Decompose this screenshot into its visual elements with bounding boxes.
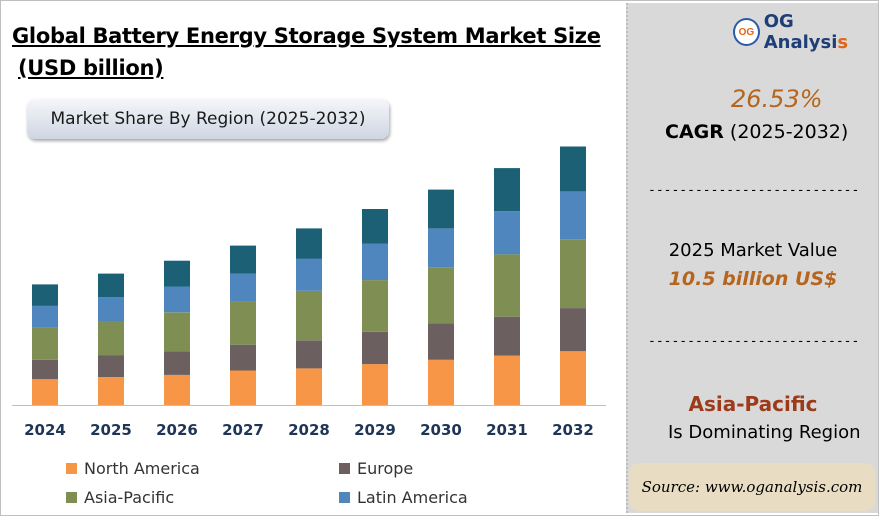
legend-item: Asia-Pacific [66,488,174,507]
market-value-label: 2025 Market Value [668,240,838,261]
bar-segment [32,305,58,328]
bar-segment [362,364,388,405]
legend-swatch [339,492,350,503]
cagr-label-bold: CAGR [665,121,724,143]
legend-label: Asia-Pacific [84,488,175,507]
chart-title-line1: Global Battery Energy Storage System Mar… [12,24,601,48]
chart-title-line2: (USD billion) [18,56,164,80]
stacked-bar-chart: 2024 2025 2026 2027 2028 2029 2030 2031 2032 [12,146,606,439]
market-value: 10.5 billion US$ [668,268,838,290]
cagr-label-period: (2025-2032) [729,121,849,143]
bar-segment [362,243,388,281]
bar-segment [494,355,520,405]
bar-segment [230,301,256,345]
bar-segment [560,351,586,405]
x-tick-label: 2029 [354,421,396,439]
bar-segment [494,254,520,317]
legend-item: Latin America [339,488,468,507]
divider-2: --------------------------- [648,334,858,349]
x-tick-label: 2026 [156,421,198,439]
bar-segment [164,312,190,352]
x-tick-label: 2024 [24,421,66,439]
bar-segment [296,228,322,259]
bar-segment [230,370,256,405]
chart-title: Global Battery Energy Storage System Mar… [12,20,612,84]
bar-segment [98,355,124,377]
bar-segment [98,273,124,298]
legend-swatch [66,492,77,503]
dominating-region-label: Is Dominating Region [668,422,861,443]
cagr-label: CAGR (2025-2032) [665,121,848,143]
bar-segment [32,359,58,380]
legend-label: Latin America [357,488,468,507]
bar-segment [32,327,58,360]
bar-segment [560,308,586,352]
x-tick-label: 2032 [552,421,594,439]
bar-segment [164,351,190,375]
x-tick-label: 2031 [486,421,528,439]
bar-segment [428,267,454,324]
bar-segment [98,321,124,356]
bar-segment [494,168,520,212]
bar-segment [164,260,190,287]
x-tick-label: 2028 [288,421,330,439]
bar-segment [428,359,454,405]
bar-segment [164,286,190,313]
bar-segment [428,189,454,229]
bar-segment [428,228,454,268]
bar-segment [362,280,388,332]
bar-segment [230,344,256,371]
bar-segment [230,273,256,302]
legend-label: North America [84,459,200,478]
bar-segment [296,290,322,341]
logo-text-main: OG Analysi [763,11,838,53]
legend-item: Europe [339,459,413,478]
bar-segment [428,323,454,360]
cagr-value: 26.53% [731,85,823,113]
bar-segment [494,211,520,255]
bar-segment [296,340,322,369]
bar-segment [494,316,520,356]
region-share-pill: Market Share By Region (2025-2032) [27,99,389,139]
bar-segment [362,209,388,244]
bar-segment [560,146,586,192]
og-analysis-logo: OG OG Analysis [733,11,878,53]
summary-panel: OG OG Analysis 26.53% CAGR (2025-2032) -… [626,3,878,513]
x-tick-label: 2027 [222,421,264,439]
bar-segment [32,379,58,405]
bar-segment [560,239,586,309]
bar-segment [362,331,388,365]
dominating-region: Asia-Pacific [688,392,818,416]
logo-text-accent: s [837,32,849,53]
bar-segment [560,191,586,240]
legend-swatch [339,463,350,474]
bar-segment [230,245,256,274]
source-note: Source: www.oganalysis.com [629,463,875,511]
bar-segment [296,368,322,405]
x-tick-label: 2025 [90,421,132,439]
legend-label: Europe [357,459,414,478]
bar-segment [296,258,322,291]
legend-item: North America [66,459,200,478]
x-tick-label: 2030 [420,421,462,439]
bar-segment [98,297,124,321]
logo-circle-icon: OG [733,18,760,46]
bar-segment [32,284,58,306]
legend-swatch [66,463,77,474]
bar-segment [98,377,124,405]
logo-text: OG Analysis [764,11,878,53]
bar-segment [164,374,190,405]
divider-1: ---------------------------- [648,183,858,198]
